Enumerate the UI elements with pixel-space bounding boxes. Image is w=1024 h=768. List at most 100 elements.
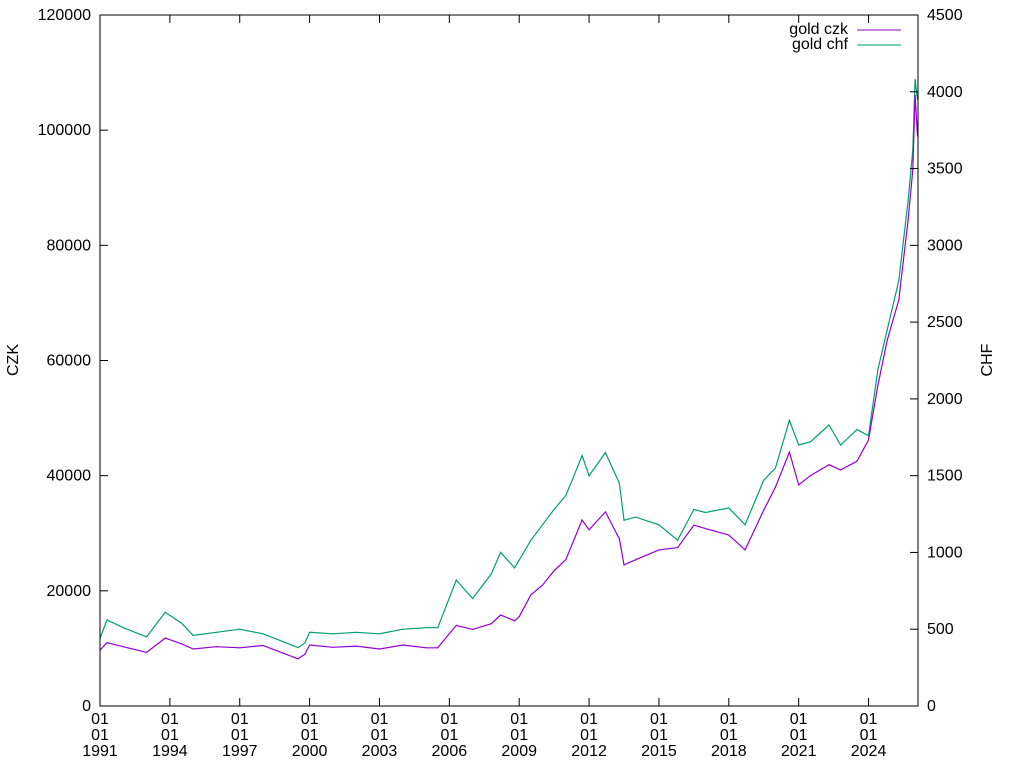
legend: gold czk gold chf [789, 21, 901, 53]
data-point [145, 651, 148, 654]
data-point [192, 634, 194, 636]
data-point [840, 444, 842, 446]
data-point [239, 628, 241, 630]
data-point [262, 633, 264, 635]
data-point [728, 507, 730, 509]
x-tick-label: 1994 [152, 743, 188, 760]
data-point [297, 658, 299, 660]
data-point [744, 524, 746, 526]
y2-tick-label: 1500 [927, 468, 963, 485]
y2-tick-label: 1000 [927, 544, 963, 561]
y-tick-label: 20000 [47, 583, 92, 600]
data-point [378, 633, 381, 635]
data-point [618, 538, 620, 540]
data-point [658, 549, 660, 551]
data-point [693, 508, 695, 511]
x-tick-label: 01 [790, 711, 808, 728]
data-point [455, 624, 457, 626]
data-point [106, 642, 108, 644]
data-point [809, 441, 811, 443]
x-tick-label: 01 [371, 727, 389, 744]
data-point [788, 419, 790, 421]
data-point [635, 516, 637, 518]
series-line-gold-chf [99, 79, 919, 649]
data-point [553, 570, 555, 572]
data-point [809, 475, 811, 477]
y2-tick-label: 0 [927, 698, 936, 715]
data-point [297, 647, 299, 649]
data-point [886, 339, 888, 341]
y2-tick-label: 2500 [927, 314, 963, 331]
data-point [604, 511, 606, 513]
x-tick-label: 01 [440, 711, 458, 728]
data-point [402, 644, 404, 646]
data-point [402, 628, 404, 630]
ticks-layer: 0101199101011994010119970101200001012003… [38, 7, 963, 760]
data-point [588, 475, 590, 477]
data-point [828, 464, 830, 466]
x-tick-label: 01 [440, 727, 458, 744]
data-point [914, 78, 916, 81]
y2-tick-label: 3000 [927, 237, 963, 254]
x-tick-label: 2018 [711, 743, 747, 760]
data-point [856, 460, 858, 462]
x-tick-label: 01 [720, 711, 738, 728]
data-point [490, 623, 492, 625]
data-point [728, 534, 730, 536]
data-point [886, 329, 888, 331]
data-point [867, 439, 870, 441]
data-point [122, 627, 124, 629]
x-tick-label: 01 [860, 727, 878, 744]
y-axis-label: CZK [5, 344, 22, 376]
x-tick-label: 01 [580, 727, 598, 744]
y2-tick-label: 4500 [927, 7, 963, 24]
x-tick-label: 1997 [222, 743, 258, 760]
y2-axis-label: CHF [979, 343, 996, 376]
y2-tick-label: 500 [927, 621, 954, 638]
x-tick-label: 01 [161, 711, 179, 728]
x-tick-label: 2024 [851, 743, 887, 760]
x-tick-label: 01 [510, 711, 528, 728]
data-point [106, 619, 108, 621]
series-line-gold-czk [99, 94, 919, 660]
data-point [693, 524, 695, 526]
data-point [304, 642, 306, 644]
x-tick-label: 01 [650, 727, 668, 744]
data-point [378, 648, 381, 650]
y-tick-label: 0 [82, 698, 91, 715]
data-point [907, 219, 909, 221]
data-point [635, 559, 637, 561]
data-point [499, 614, 502, 616]
data-point [355, 631, 357, 633]
data-point [513, 620, 516, 622]
data-point [262, 644, 264, 647]
data-point [744, 549, 746, 551]
x-tick-label: 2015 [641, 743, 677, 760]
data-point [472, 597, 474, 600]
data-point [122, 646, 124, 648]
data-point [914, 94, 916, 96]
data-point [604, 452, 606, 454]
x-tick-label: 01 [580, 711, 598, 728]
data-point [541, 584, 544, 586]
x-tick-label: 01 [231, 711, 249, 728]
x-tick-label: 01 [371, 711, 389, 728]
y-tick-label: 80000 [47, 237, 92, 254]
data-point [658, 524, 660, 526]
data-point [774, 486, 776, 488]
data-point [565, 495, 567, 497]
x-tick-label: 2003 [362, 743, 398, 760]
x-tick-label: 2021 [781, 743, 817, 760]
data-point [215, 646, 218, 648]
data-point [490, 573, 492, 575]
x-tick-label: 01 [860, 711, 878, 728]
data-point [763, 509, 765, 511]
data-point [530, 539, 532, 541]
y2-tick-label: 3500 [927, 161, 963, 178]
x-tick-label: 2000 [292, 743, 328, 760]
data-point [676, 539, 679, 541]
data-point [912, 169, 914, 171]
data-point [425, 647, 427, 649]
x-tick-label: 2006 [432, 743, 468, 760]
y-tick-label: 60000 [47, 353, 92, 370]
